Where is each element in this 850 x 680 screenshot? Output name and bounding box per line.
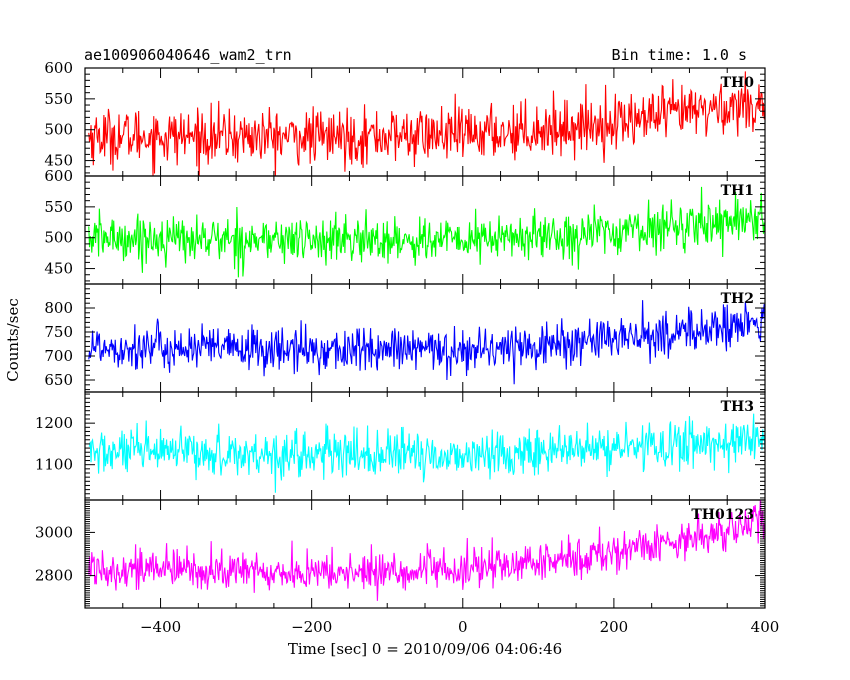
y-tick-label: 600 xyxy=(44,167,73,185)
y-tick-label: 450 xyxy=(44,260,73,278)
panel-frame xyxy=(84,283,766,393)
panel-th0123: 2800 3000 TH0123 xyxy=(35,499,766,609)
panel-label-th2: TH2 xyxy=(721,291,754,307)
x-tick-label: −400 xyxy=(140,618,181,636)
y-tick-label: 1200 xyxy=(35,414,73,432)
y-tick-label: 650 xyxy=(44,371,73,389)
y-axis-title: Counts/sec xyxy=(4,298,22,382)
y-tick-label: 3000 xyxy=(35,523,73,541)
panel-th3: 1100 1200 TH3 xyxy=(35,391,766,501)
bin-time-label: Bin time: 1.0 s xyxy=(612,46,747,64)
series-line-th3 xyxy=(88,413,765,493)
panel-th1: 450 500 550 600 TH1 xyxy=(44,167,766,285)
y-tick-label: 500 xyxy=(44,229,73,247)
y-tick-label: 2800 xyxy=(35,567,73,585)
y-tick-label: 800 xyxy=(44,299,73,317)
panel-label-th3: TH3 xyxy=(721,399,754,415)
panel-frame xyxy=(84,67,766,177)
y-tick-label: 450 xyxy=(44,152,73,170)
panel-label-th0123: TH0123 xyxy=(691,507,754,523)
x-tick-label: 400 xyxy=(751,618,780,636)
series-line-th0 xyxy=(88,71,765,176)
series-line-th2 xyxy=(88,300,765,385)
panel-label-th0: TH0 xyxy=(721,75,755,91)
series-line-th0123 xyxy=(88,500,765,601)
y-tick-label: 1100 xyxy=(35,456,73,474)
y-tick-label: 600 xyxy=(44,59,73,77)
x-axis: −400 −200 0 200 400 xyxy=(140,618,779,636)
y-tick-label: 550 xyxy=(44,198,73,216)
panels-group: 450 500 550 600 TH0 450 500 550 600 TH1 650 700 750 8… xyxy=(35,59,766,609)
series-line-th1 xyxy=(88,186,765,278)
y-tick-label: 750 xyxy=(44,323,73,341)
panel-th0: 450 500 550 600 TH0 xyxy=(44,59,766,177)
x-tick-label: −200 xyxy=(291,618,332,636)
y-tick-label: 500 xyxy=(44,121,73,139)
y-tick-label: 700 xyxy=(44,347,73,365)
chart-title: ae100906040646_wam2_trn xyxy=(84,46,292,64)
panel-th2: 650 700 750 800 TH2 xyxy=(44,283,766,393)
y-tick-label: 550 xyxy=(44,90,73,108)
x-tick-label: 200 xyxy=(600,618,629,636)
panel-label-th1: TH1 xyxy=(721,183,754,199)
x-tick-label: 0 xyxy=(458,618,468,636)
x-axis-title: Time [sec] 0 = 2010/09/06 04:06:46 xyxy=(288,640,562,658)
